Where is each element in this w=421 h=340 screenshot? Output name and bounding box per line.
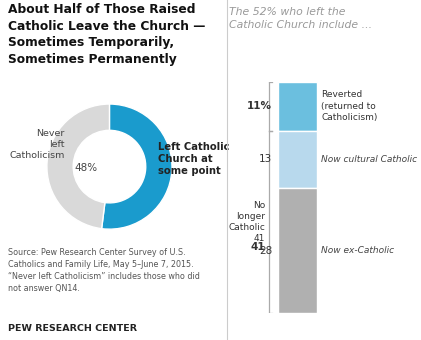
Text: PEW RESEARCH CENTER: PEW RESEARCH CENTER (8, 324, 137, 333)
Bar (278, 131, 317, 188)
Text: Never
left
Catholicism: Never left Catholicism (9, 129, 64, 160)
Bar (278, 82, 317, 131)
Text: Source: Pew Research Center Survey of U.S.
Catholics and Family Life, May 5–June: Source: Pew Research Center Survey of U.… (8, 248, 200, 293)
Text: 28: 28 (259, 245, 272, 256)
Text: Reverted
(returned to
Catholicism): Reverted (returned to Catholicism) (322, 90, 378, 122)
Wedge shape (47, 104, 109, 229)
Text: Left Catholic
Church at
some point: Left Catholic Church at some point (158, 142, 230, 176)
Text: Now ex-Catholic: Now ex-Catholic (322, 246, 394, 255)
Text: No
longer
Catholic
41: No longer Catholic 41 (229, 201, 265, 243)
Text: 41: 41 (250, 242, 265, 253)
Text: 52: 52 (107, 161, 131, 179)
Text: 48%: 48% (74, 163, 97, 173)
Text: Now cultural Catholic: Now cultural Catholic (322, 155, 418, 164)
Text: 11%: 11% (247, 101, 272, 111)
Text: 13: 13 (259, 154, 272, 165)
Wedge shape (101, 104, 172, 229)
Text: The 52% who left the
Catholic Church include ...: The 52% who left the Catholic Church inc… (229, 7, 373, 30)
Text: About Half of Those Raised
Catholic Leave the Church —
Sometimes Temporarily,
So: About Half of Those Raised Catholic Leav… (8, 3, 206, 66)
Bar (278, 188, 317, 313)
